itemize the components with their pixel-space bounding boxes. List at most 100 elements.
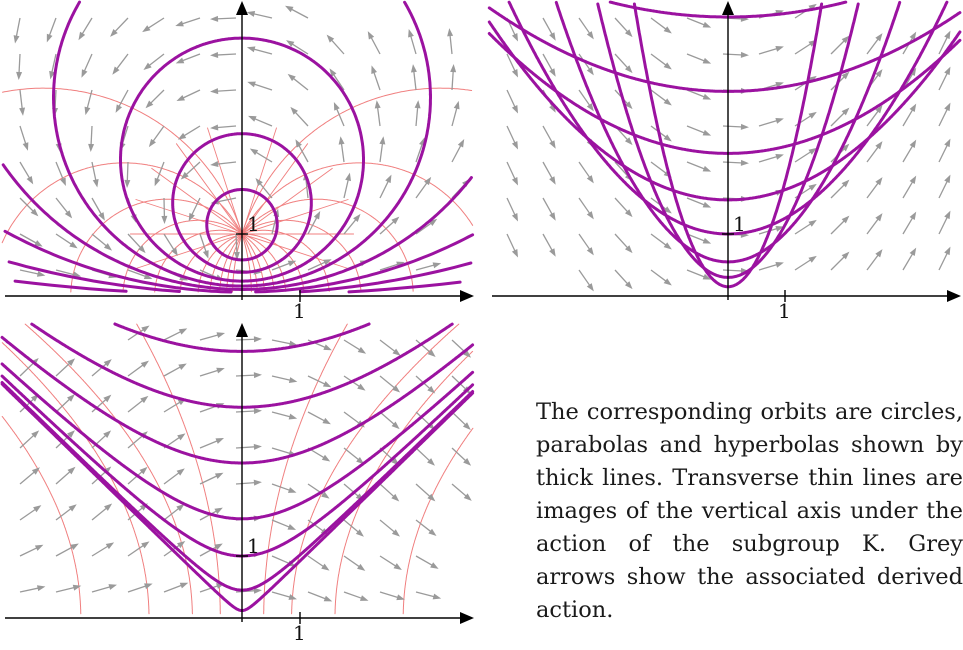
- field-arrow: [329, 68, 345, 91]
- transverse-line: [175, 143, 243, 235]
- field-arrow: [127, 395, 149, 413]
- field-arrow: [410, 64, 417, 91]
- field-arrow: [650, 89, 672, 106]
- field-arrow: [210, 51, 237, 58]
- field-arrow: [163, 468, 185, 485]
- field-arrow: [614, 197, 633, 218]
- field-arrow: [91, 430, 112, 449]
- field-arrow: [326, 34, 345, 55]
- field-arrow: [902, 247, 917, 271]
- orbit-circle: [299, 261, 473, 294]
- field-arrow: [55, 269, 82, 278]
- field-arrow: [127, 360, 149, 377]
- field-arrow: [343, 591, 369, 601]
- field-arrow: [686, 161, 712, 172]
- field-arrow: [55, 543, 79, 557]
- field-arrow: [506, 53, 519, 78]
- field-arrow: [127, 269, 153, 280]
- field-arrow: [830, 179, 850, 199]
- field-arrow: [866, 249, 883, 271]
- field-arrow: [249, 148, 273, 163]
- orbit-circle: [347, 280, 462, 294]
- field-arrow: [542, 233, 556, 257]
- field-arrow: [55, 394, 75, 413]
- orbit-circle: [7, 260, 181, 293]
- field-arrow: [163, 233, 178, 257]
- field-arrow: [19, 125, 29, 151]
- field-arrow: [758, 45, 784, 55]
- field-arrow: [127, 325, 150, 341]
- field-arrow: [938, 246, 951, 271]
- field-arrow: [722, 123, 749, 130]
- field-arrow: [379, 555, 402, 571]
- field-arrow: [578, 269, 594, 292]
- field-arrow: [210, 161, 237, 168]
- field-arrow: [866, 33, 883, 55]
- field-arrow: [542, 125, 556, 149]
- field-arrow: [794, 219, 817, 235]
- field-arrow: [830, 215, 850, 235]
- field-arrow: [81, 53, 93, 78]
- field-arrow: [55, 197, 73, 219]
- field-arrow: [415, 447, 435, 466]
- field-arrow: [415, 262, 442, 271]
- field-arrow: [176, 89, 201, 102]
- transverse-line: [334, 350, 474, 615]
- axes: [492, 1, 961, 302]
- transverse-line: [135, 199, 243, 235]
- field-arrow: [91, 394, 112, 413]
- field-arrow: [271, 411, 298, 420]
- field-arrow: [110, 17, 129, 37]
- field-arrow: [91, 161, 99, 188]
- transverse-line: [151, 167, 243, 235]
- field-arrow: [91, 359, 112, 377]
- field-arrow: [578, 161, 594, 184]
- field-arrow: [415, 483, 436, 502]
- y-axis-arrowhead: [722, 1, 734, 15]
- orbit-circle: [1, 163, 473, 291]
- field-arrow: [414, 100, 421, 127]
- field-arrow: [506, 89, 519, 114]
- transverse-line: [226, 162, 474, 293]
- field-arrow: [199, 543, 223, 557]
- orbit-circle: [119, 36, 365, 283]
- field-arrow: [55, 504, 77, 521]
- transverse-line: [197, 229, 330, 293]
- field-arrow: [343, 172, 351, 199]
- field-arrow: [91, 197, 105, 221]
- field-arrow: [686, 89, 712, 100]
- field-arrow: [794, 255, 817, 271]
- field-arrow: [247, 81, 273, 91]
- y-axis-arrowhead: [236, 1, 248, 15]
- field-arrow: [333, 102, 345, 127]
- field-arrow: [55, 233, 78, 249]
- field-arrow: [55, 466, 76, 485]
- field-arrow: [91, 542, 115, 557]
- field-arrow: [542, 161, 556, 185]
- field-arrow: [415, 339, 436, 358]
- field-arrow: [578, 17, 594, 40]
- transverse-line: [241, 199, 349, 235]
- field-arrow: [307, 591, 333, 602]
- orbit-hyperbola: [0, 362, 475, 521]
- field-arrow: [271, 483, 297, 493]
- field-arrow: [199, 438, 225, 449]
- field-arrow: [295, 139, 309, 163]
- field-arrow: [55, 584, 82, 593]
- field-arrow: [145, 89, 165, 109]
- field-arrow: [451, 411, 471, 430]
- field-arrow: [379, 411, 400, 430]
- transverse-line: [136, 323, 221, 615]
- y-tick-label: 1: [733, 212, 746, 236]
- x-axis-arrowhead: [460, 612, 474, 624]
- field-arrow: [248, 115, 273, 127]
- orbit-parabola: [487, 6, 962, 93]
- field-arrow: [686, 269, 712, 280]
- field-arrow: [49, 53, 57, 80]
- field-arrow: [271, 375, 298, 383]
- field-arrow: [938, 210, 951, 235]
- field-arrow: [415, 176, 432, 199]
- field-arrow: [338, 136, 345, 163]
- field-arrow: [542, 197, 556, 221]
- field-arrow: [13, 17, 21, 44]
